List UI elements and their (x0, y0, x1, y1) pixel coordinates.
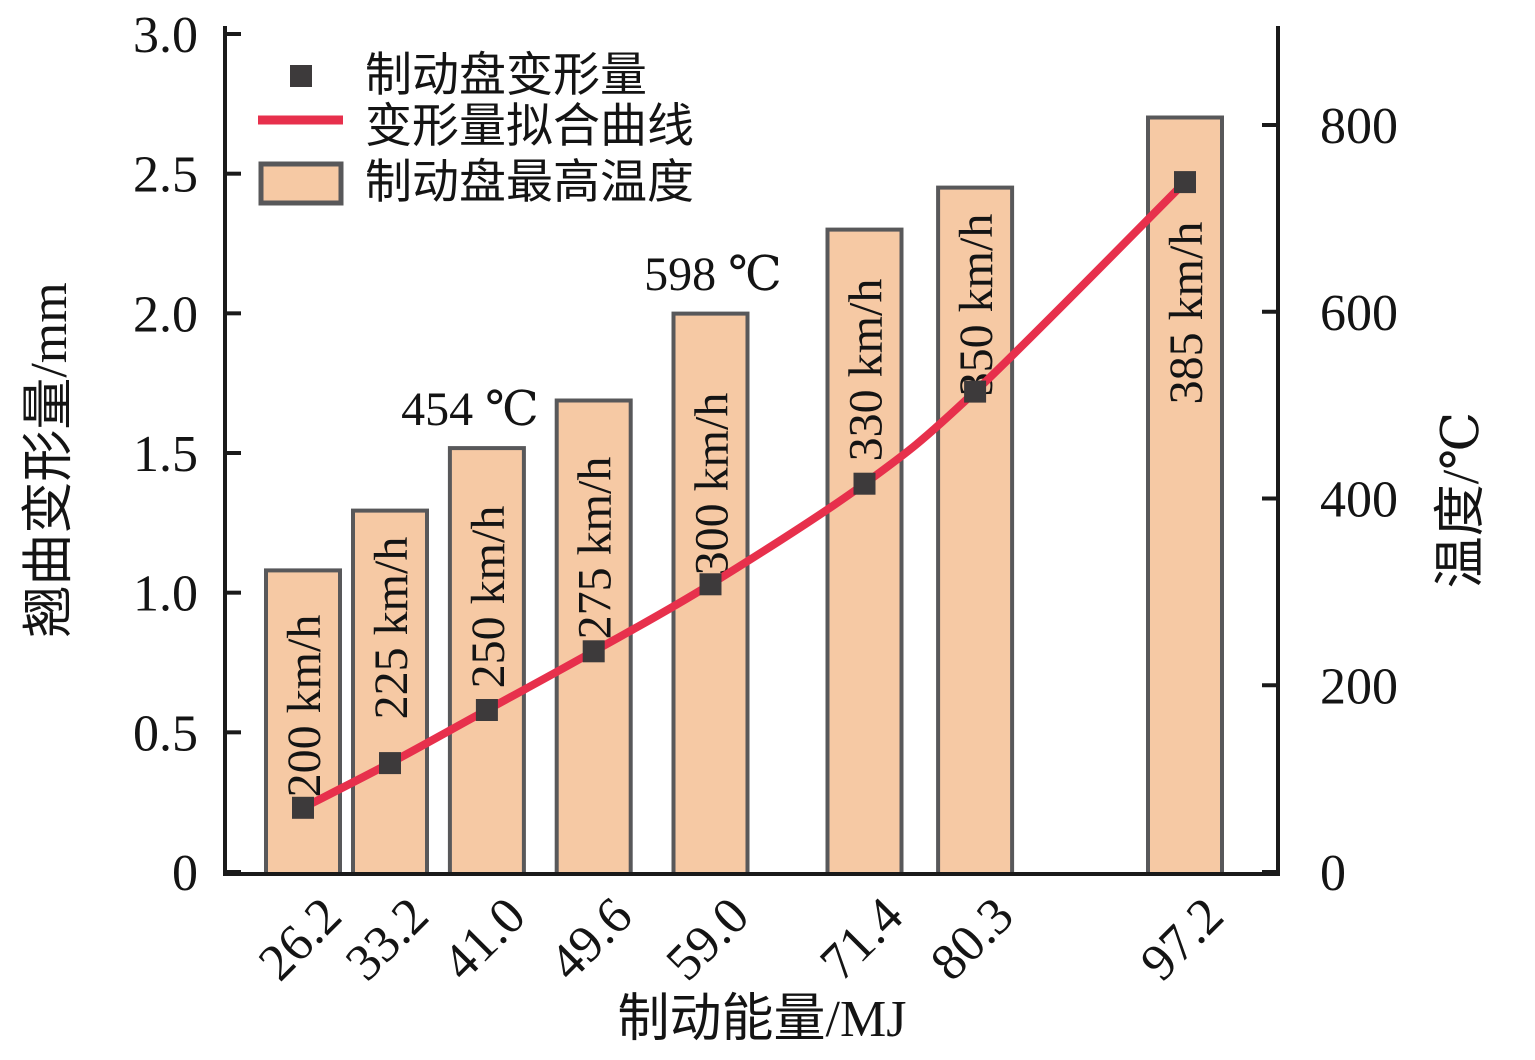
annotation-454c: 454 ℃ (401, 383, 539, 436)
deformation-marker (699, 573, 722, 596)
legend-marker-swatch (290, 65, 312, 87)
x-axis-tick-label: 26.2 (248, 887, 353, 992)
bar-speed-label: 330 km/h (840, 279, 893, 462)
right-axis-tick-label: 800 (1320, 98, 1398, 155)
right-axis-tick-label: 600 (1320, 285, 1398, 342)
legend-item-deformation: 制动盘变形量 (365, 50, 647, 102)
deformation-marker (475, 699, 498, 721)
bar-speed-label: 250 km/h (462, 506, 515, 689)
x-axis-tick-label: 59.0 (656, 887, 761, 992)
left-axis-tick-label: 3.0 (133, 7, 198, 64)
x-axis-tick-label: 97.2 (1130, 887, 1235, 992)
bar-speed-label: 385 km/h (1160, 222, 1213, 405)
left-axis-tick-label: 0 (172, 845, 198, 902)
deformation-marker (292, 796, 314, 819)
temperature-bar (351, 508, 429, 876)
x-axis-tick-label: 71.4 (810, 887, 915, 992)
left-axis-tick-label: 1.5 (133, 426, 198, 483)
temperature-bar (264, 568, 342, 877)
bar-speed-label: 275 km/h (569, 457, 622, 640)
bars-layer: 200 km/h 225 km/h 250 km/h 275 km/h 300 km/h… (264, 115, 1224, 877)
left-axis-tick-label: 0.5 (133, 705, 198, 762)
legend-item-max-temp: 制动盘最高温度 (365, 157, 694, 209)
bar-speed-label: 350 km/h (950, 214, 1003, 397)
right-axis-tick-label: 400 (1320, 472, 1398, 529)
x-axis-tick-label: 49.6 (539, 887, 644, 992)
x-axis-title: 制动能量/MJ (618, 991, 907, 1048)
bar-speed-label: 225 km/h (365, 537, 418, 720)
deformation-marker (582, 640, 605, 663)
right-axis-tick-label: 200 (1320, 658, 1398, 715)
left-axis-title: 翘曲变形量/mm (21, 282, 78, 637)
x-axis-tick-label: 41.0 (432, 887, 537, 992)
series-layer (292, 171, 1196, 819)
right-axis-title: 温度/℃ (1433, 412, 1490, 589)
legend-item-fit-curve: 变形量拟合曲线 (365, 101, 694, 153)
temperature-bar (825, 227, 904, 877)
temperature-bar (1146, 115, 1224, 876)
x-axis-tick-label: 80.3 (920, 887, 1025, 992)
bar-speed-label: 200 km/h (278, 615, 331, 798)
left-axis-tick-label: 2.5 (133, 147, 198, 204)
left-axis-tick-label: 1.0 (133, 566, 198, 623)
deformation-marker (964, 380, 987, 403)
left-axis-tick-label: 2.0 (133, 286, 198, 343)
legend-bar-swatch (258, 161, 344, 206)
x-axis-tick-label: 33.2 (335, 887, 440, 992)
legend: 制动盘变形量 变形量拟合曲线 制动盘最高温度 (258, 50, 694, 209)
deformation-marker (853, 472, 876, 495)
deformation-marker (1174, 171, 1196, 194)
right-axis-tick-label: 0 (1320, 845, 1346, 902)
bar-speed-label: 300 km/h (686, 393, 739, 576)
deformation-marker (379, 752, 401, 775)
annotation-598c: 598 ℃ (644, 248, 782, 301)
